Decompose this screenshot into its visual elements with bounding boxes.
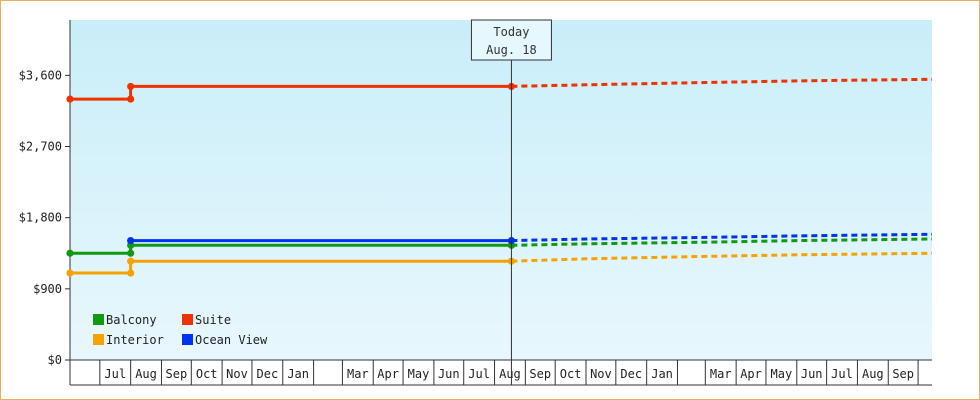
x-tick-label: Sep (892, 367, 914, 381)
series-history-line (70, 84, 512, 101)
y-tick-label: $0 (48, 353, 62, 367)
legend: Balcony Suite Interior Ocean View (93, 313, 268, 347)
legend-label: Suite (195, 313, 231, 327)
y-tick-label: $3,600 (19, 68, 62, 82)
x-tick-label: Oct (196, 367, 218, 381)
series-point (127, 257, 135, 265)
series-forecast-line (511, 232, 933, 243)
x-tick-label: Jul (831, 367, 853, 381)
series-point (127, 82, 135, 91)
x-tick-label: Jan (651, 367, 673, 381)
today-date: Aug. 18 (486, 43, 537, 57)
y-tick-label: $900 (33, 282, 62, 296)
x-tick-label: Jun (801, 367, 823, 381)
series-history-line (70, 259, 512, 275)
x-tick-label: Mar (347, 367, 369, 381)
x-tick-label: Oct (560, 367, 582, 381)
series-point (127, 249, 135, 257)
series-forecast-line (511, 251, 933, 263)
x-tick-label: Jan (287, 367, 309, 381)
x-tick-label: Sep (529, 367, 551, 381)
series-lines (66, 77, 933, 277)
x-tick-label: Jul (104, 367, 126, 381)
x-tick-label: Aug (499, 367, 521, 381)
x-tick-label: Nov (226, 367, 248, 381)
series-point (66, 269, 74, 277)
series-point (127, 95, 135, 103)
legend-label: Ocean View (195, 333, 268, 347)
x-tick-label: Dec (257, 367, 279, 381)
series-point (66, 95, 74, 103)
plot-background (70, 20, 932, 360)
x-tick-label: Nov (590, 367, 612, 381)
y-tick-label: $2,700 (19, 140, 62, 154)
x-tick-label: Jun (438, 367, 460, 381)
today-label: Today (493, 25, 529, 39)
series-point (66, 249, 74, 257)
legend-swatch (93, 314, 104, 325)
x-tick-label: May (408, 367, 430, 381)
series-history-line (70, 243, 512, 255)
legend-swatch (182, 314, 193, 325)
x-tick-label: May (771, 367, 793, 381)
legend-label: Interior (106, 333, 164, 347)
x-tick-label: Mar (710, 367, 732, 381)
legend-swatch (182, 334, 193, 345)
series-point (127, 237, 135, 245)
axes: $0 $900 $1,800 $2,700 $3,600 Jul Aug Sep Oct Nov D… (19, 20, 932, 386)
series-forecast-line (511, 237, 933, 247)
today-marker: Today Aug. 18 (470, 19, 552, 385)
x-tick-label: Dec (620, 367, 642, 381)
today-box (470, 19, 552, 61)
legend-swatch (93, 334, 104, 345)
x-tick-label: Apr (740, 367, 762, 381)
legend-label: Balcony (106, 313, 157, 327)
x-tick-label: Jul (468, 367, 490, 381)
x-tick-label: Apr (377, 367, 399, 381)
series-point (127, 269, 135, 277)
y-tick-label: $1,800 (19, 211, 62, 225)
x-tick-label: Aug (862, 367, 884, 381)
series-forecast-line (511, 77, 933, 88)
x-tick-label: Sep (166, 367, 188, 381)
x-tick-label: Aug (135, 367, 157, 381)
